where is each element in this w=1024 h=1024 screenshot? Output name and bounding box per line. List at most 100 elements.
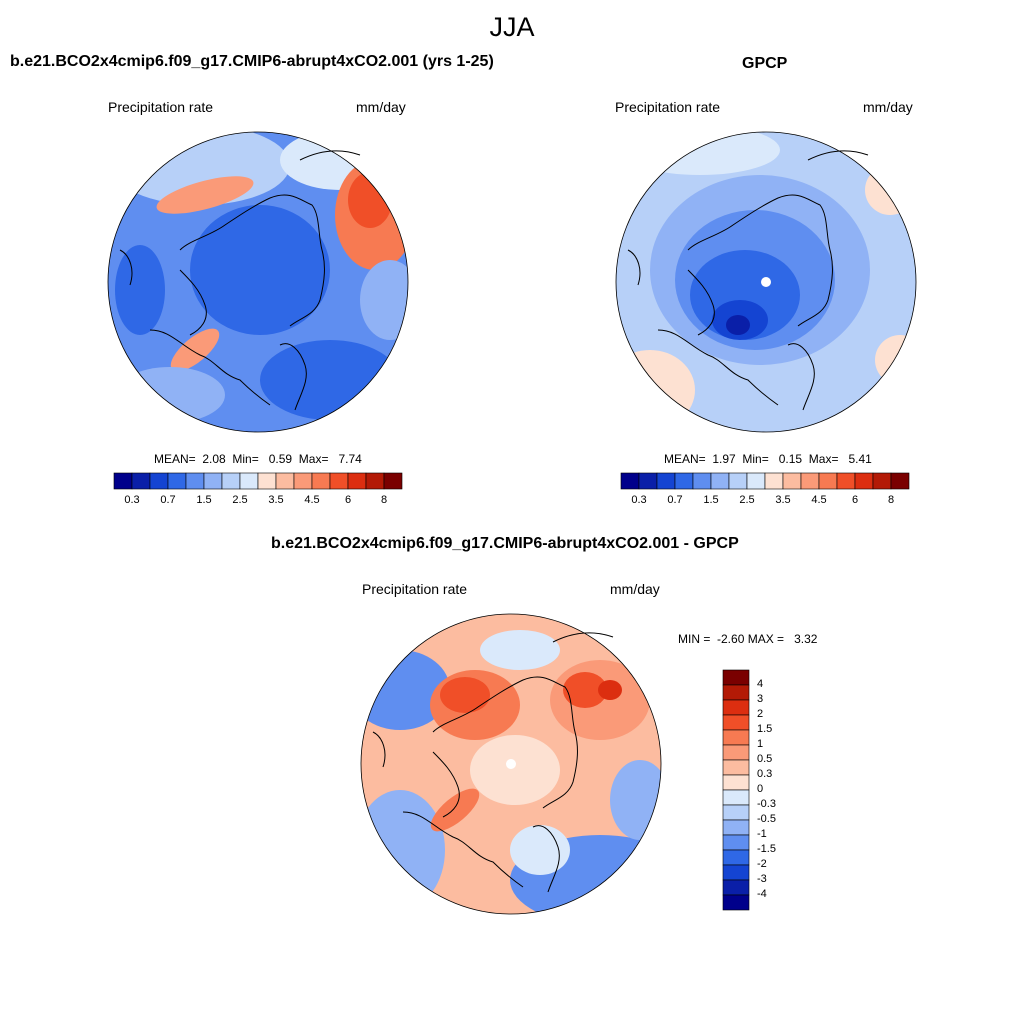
right-colorbar-swatch	[674, 472, 694, 490]
right-colorbar-swatch	[620, 472, 640, 490]
difference-colorbar-swatch	[722, 819, 750, 836]
left-colorbar-tick-label: 0.3	[124, 494, 140, 506]
right-colorbar-swatch	[890, 472, 910, 490]
right-min-value: 0.15	[778, 452, 803, 466]
difference-colorbar-tick-label: 0	[757, 783, 764, 795]
left-colorbar-swatch	[185, 472, 205, 490]
left-colorbar-tick-label: 8	[380, 494, 388, 506]
left-min-value: 0.59	[268, 452, 293, 466]
figure-title: JJA	[489, 12, 535, 42]
difference-colorbar-tick-label: 2	[757, 708, 764, 720]
right-colorbar-swatch	[638, 472, 658, 490]
left-min-label: Min=	[232, 452, 259, 466]
difference-colorbar-tick-label: 0.3	[757, 768, 773, 780]
difference-colorbar-swatch	[722, 879, 750, 896]
right-colorbar-swatch	[872, 472, 892, 490]
right-colorbar-tick-label: 2.5	[739, 494, 755, 506]
bottom-units-label: mm/day	[610, 581, 660, 597]
left-units-label: mm/day	[356, 99, 406, 115]
bottom-polar-map	[361, 614, 661, 914]
left-max-value: 7.74	[338, 452, 362, 466]
right-units-label: mm/day	[863, 99, 913, 115]
left-colorbar-tick-label: 4.5	[304, 494, 320, 506]
right-colorbar-swatch	[818, 472, 838, 490]
bottom-map-border	[360, 613, 662, 915]
right-colorbar-swatch	[728, 472, 748, 490]
difference-colorbar-tick-label: -4	[757, 888, 767, 900]
difference-colorbar-swatch	[722, 774, 750, 791]
difference-colorbar	[722, 669, 750, 911]
left-colorbar-tick-label: 0.7	[160, 494, 176, 506]
left-colorbar-swatch	[113, 472, 133, 490]
right-colorbar-tick-label: 3.5	[775, 494, 791, 506]
bottom-max-label: MAX =	[747, 632, 785, 646]
right-colorbar-swatch	[710, 472, 730, 490]
left-map-border	[107, 131, 409, 433]
left-variable-label: Precipitation rate	[108, 99, 214, 115]
difference-colorbar-swatch	[722, 729, 750, 746]
difference-colorbar-tick-label: 4	[757, 678, 764, 690]
left-colorbar-swatch	[149, 472, 169, 490]
bottom-min-value: -2.60	[717, 632, 745, 646]
difference-colorbar-swatch	[722, 669, 750, 686]
right-mean-label: MEAN=	[664, 452, 706, 466]
right-colorbar-tick-label: 8	[887, 494, 895, 506]
left-polar-map	[108, 132, 408, 432]
right-max-value: 5.41	[848, 452, 872, 466]
bottom-pole-hole	[506, 759, 516, 769]
bottom-min-label: MIN =	[678, 632, 711, 646]
left-coastlines	[119, 150, 361, 411]
difference-colorbar-swatch	[722, 684, 750, 701]
right-colorbar-swatch	[782, 472, 802, 490]
difference-colorbar-swatch	[722, 894, 750, 911]
left-colorbar-swatch	[365, 472, 385, 490]
left-colorbar-swatch	[131, 472, 151, 490]
bottom-coastlines	[372, 632, 614, 893]
difference-colorbar-swatch	[722, 699, 750, 716]
difference-colorbar-tick-label: -1.5	[757, 843, 776, 855]
left-colorbar-swatch	[257, 472, 277, 490]
difference-colorbar-tick-label: -0.5	[757, 813, 776, 825]
right-colorbar-swatch	[656, 472, 676, 490]
left-stats: MEAN= 2.08 Min= 0.59 Max= 7.74	[154, 452, 362, 466]
right-polar-map	[616, 132, 916, 432]
bottom-variable-label: Precipitation rate	[362, 581, 468, 597]
difference-colorbar-swatch	[722, 744, 750, 761]
left-colorbar-swatch	[311, 472, 331, 490]
left-colorbar-tick-label: 6	[344, 494, 352, 506]
right-min-label: Min=	[742, 452, 769, 466]
right-colorbar-tick-label: 0.3	[631, 494, 647, 506]
difference-colorbar-swatch	[722, 849, 750, 866]
difference-colorbar-swatch	[722, 759, 750, 776]
left-colorbar-swatch	[275, 472, 295, 490]
bottom-panel-title: b.e21.BCO2x4cmip6.f09_g17.CMIP6-abrupt4x…	[271, 535, 739, 552]
right-colorbar-swatch	[692, 472, 712, 490]
right-variable-label: Precipitation rate	[615, 99, 721, 115]
left-panel-title: b.e21.BCO2x4cmip6.f09_g17.CMIP6-abrupt4x…	[10, 53, 494, 70]
difference-colorbar-tick-label: 3	[757, 693, 764, 705]
right-colorbar	[620, 472, 910, 490]
difference-colorbar-tick-label: 1.5	[757, 723, 773, 735]
difference-colorbar-swatch	[722, 804, 750, 821]
difference-colorbar-swatch	[722, 864, 750, 881]
left-colorbar-swatch	[329, 472, 349, 490]
bottom-stats: MIN = -2.60 MAX = 3.32	[678, 632, 817, 646]
left-max-label: Max=	[298, 452, 329, 466]
right-map-border	[615, 131, 917, 433]
right-colorbar-tick-label: 6	[851, 494, 859, 506]
right-stats: MEAN= 1.97 Min= 0.15 Max= 5.41	[664, 452, 872, 466]
right-colorbar-tick-label: 0.7	[667, 494, 683, 506]
difference-colorbar-tick-label: 1	[757, 738, 764, 750]
right-mean-value: 1.97	[712, 452, 736, 466]
difference-colorbar-tick-label: 0.5	[757, 753, 773, 765]
difference-colorbar-tick-label: -0.3	[757, 798, 776, 810]
difference-colorbar-swatch	[722, 834, 750, 851]
left-colorbar-tick-label: 2.5	[232, 494, 248, 506]
difference-colorbar-tick-label: -1	[757, 828, 767, 840]
left-colorbar-swatch	[167, 472, 187, 490]
difference-colorbar-swatch	[722, 714, 750, 731]
left-colorbar-swatch	[293, 472, 313, 490]
right-colorbar-swatch	[764, 472, 784, 490]
difference-colorbar-tick-label: -2	[757, 858, 767, 870]
